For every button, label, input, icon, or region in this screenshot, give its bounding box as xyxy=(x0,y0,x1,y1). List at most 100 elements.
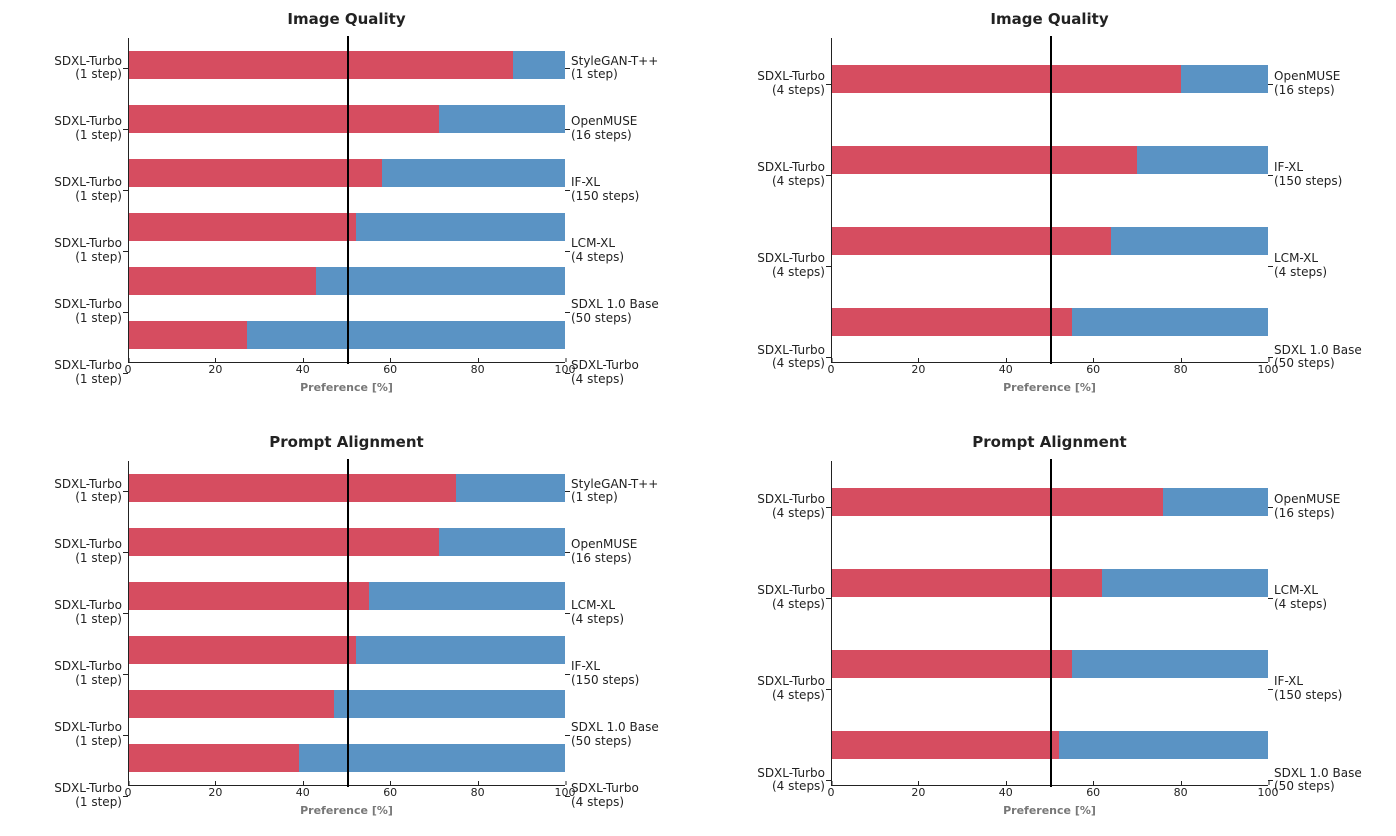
label-name: SDXL-Turbo xyxy=(757,161,825,175)
x-tick: 0 xyxy=(828,363,835,376)
bars-container xyxy=(128,38,565,363)
label-name: SDXL-Turbo xyxy=(54,298,122,312)
x-tick: 20 xyxy=(208,363,222,376)
label-name: OpenMUSE xyxy=(571,538,637,552)
left-category-label: SDXL-Turbo(4 steps) xyxy=(757,344,825,372)
bar-segment-b xyxy=(1111,227,1268,255)
x-axis: 020406080100 Preference [%] xyxy=(831,786,1268,826)
right-category-label: StyleGAN-T++(1 step) xyxy=(571,55,658,83)
label-name: IF-XL xyxy=(1274,161,1342,175)
x-ticks: 020406080100 xyxy=(831,363,1268,379)
bar-segment-b xyxy=(439,105,565,133)
left-category-label: SDXL-Turbo(4 steps) xyxy=(757,584,825,612)
bar-segment-b xyxy=(382,159,565,187)
label-name: SDXL-Turbo xyxy=(54,782,122,796)
label-name: SDXL 1.0 Base xyxy=(1274,767,1362,781)
midline xyxy=(1050,36,1052,364)
label-steps: (1 step) xyxy=(54,373,122,387)
right-category-label: SDXL 1.0 Base(50 steps) xyxy=(571,721,659,749)
midline xyxy=(347,459,349,787)
right-category-label: IF-XL(150 steps) xyxy=(1274,675,1342,703)
bars-container xyxy=(831,461,1268,786)
label-name: StyleGAN-T++ xyxy=(571,55,658,69)
x-tick: 80 xyxy=(471,786,485,799)
label-name: SDXL-Turbo xyxy=(757,252,825,266)
label-steps: (4 steps) xyxy=(757,175,825,189)
label-name: SDXL-Turbo xyxy=(54,115,122,129)
bar-segment-a xyxy=(129,690,334,718)
right-category-label: StyleGAN-T++(1 step) xyxy=(571,478,658,506)
label-name: SDXL-Turbo xyxy=(757,767,825,781)
x-tick: 60 xyxy=(1086,363,1100,376)
bars-container xyxy=(831,38,1268,363)
right-category-label: SDXL 1.0 Base(50 steps) xyxy=(1274,344,1362,372)
bar-segment-b xyxy=(456,474,565,502)
label-steps: (4 steps) xyxy=(757,84,825,98)
label-steps: (16 steps) xyxy=(1274,84,1340,98)
label-steps: (4 steps) xyxy=(571,251,624,265)
bar-segment-a xyxy=(129,744,299,772)
plot: 020406080100 Preference [%] xyxy=(831,461,1268,826)
label-steps: (150 steps) xyxy=(571,674,639,688)
label-name: SDXL-Turbo xyxy=(54,478,122,492)
right-category-label: IF-XL(150 steps) xyxy=(571,176,639,204)
label-steps: (4 steps) xyxy=(571,613,624,627)
left-category-label: SDXL-Turbo(1 step) xyxy=(54,55,122,83)
y-axis-left-labels: SDXL-Turbo(4 steps)SDXL-Turbo(4 steps)SD… xyxy=(723,38,831,403)
chart-area: SDXL-Turbo(1 step)SDXL-Turbo(1 step)SDXL… xyxy=(20,38,673,403)
right-category-label: SDXL-Turbo(4 steps) xyxy=(571,359,639,387)
label-name: SDXL 1.0 Base xyxy=(571,721,659,735)
label-steps: (1 step) xyxy=(54,312,122,326)
plot: 020406080100Preference [%] xyxy=(128,461,565,826)
label-steps: (50 steps) xyxy=(571,735,659,749)
x-ticks: 020406080100 xyxy=(831,786,1268,802)
bar-segment-b xyxy=(1072,308,1268,336)
bar-segment-b xyxy=(1102,569,1268,597)
label-steps: (4 steps) xyxy=(1274,598,1327,612)
y-axis-right-labels: OpenMUSE(16 steps)IF-XL(150 steps)LCM-XL… xyxy=(1268,38,1376,403)
label-name: SDXL-Turbo xyxy=(757,344,825,358)
y-axis-right-labels: OpenMUSE(16 steps)LCM-XL(4 steps)IF-XL(1… xyxy=(1268,461,1376,826)
x-tick: 80 xyxy=(1174,786,1188,799)
label-steps: (1 step) xyxy=(571,491,658,505)
x-tick: 20 xyxy=(911,786,925,799)
bar-segment-b xyxy=(513,51,565,79)
left-category-label: SDXL-Turbo(1 step) xyxy=(54,298,122,326)
bar-segment-b xyxy=(1072,650,1268,678)
bar-segment-a xyxy=(129,636,356,664)
right-category-label: LCM-XL(4 steps) xyxy=(571,237,624,265)
label-name: SDXL-Turbo xyxy=(54,721,122,735)
bar-segment-a xyxy=(832,731,1059,759)
x-tick: 0 xyxy=(125,786,132,799)
right-category-label: SDXL 1.0 Base(50 steps) xyxy=(571,298,659,326)
label-name: SDXL-Turbo xyxy=(54,176,122,190)
bar-segment-a xyxy=(832,227,1111,255)
y-axis-right-labels: StyleGAN-T++(1 step)OpenMUSE(16 steps)IF… xyxy=(565,38,673,403)
label-steps: (50 steps) xyxy=(571,312,659,326)
x-axis: 020406080100Preference [%] xyxy=(128,786,565,826)
label-name: SDXL-Turbo xyxy=(54,55,122,69)
bar-segment-b xyxy=(356,636,565,664)
left-category-label: SDXL-Turbo(1 step) xyxy=(54,237,122,265)
x-axis: 020406080100Preference [%] xyxy=(128,363,565,403)
x-tick: 0 xyxy=(125,363,132,376)
bar-segment-a xyxy=(832,308,1072,336)
label-name: IF-XL xyxy=(1274,675,1342,689)
bar-segment-b xyxy=(247,321,565,349)
bar-segment-a xyxy=(129,51,513,79)
bar-segment-b xyxy=(334,690,565,718)
left-category-label: SDXL-Turbo(1 step) xyxy=(54,478,122,506)
bar-segment-a xyxy=(832,146,1137,174)
bar-segment-a xyxy=(832,65,1181,93)
label-steps: (4 steps) xyxy=(571,373,639,387)
label-name: SDXL-Turbo xyxy=(571,359,639,373)
right-category-label: SDXL-Turbo(4 steps) xyxy=(571,782,639,810)
right-category-label: IF-XL(150 steps) xyxy=(571,660,639,688)
bar-segment-b xyxy=(299,744,565,772)
y-axis-right-labels: StyleGAN-T++(1 step)OpenMUSE(16 steps)LC… xyxy=(565,461,673,826)
x-axis-label: Preference [%] xyxy=(831,804,1268,817)
label-steps: (1 step) xyxy=(54,491,122,505)
panel-top-left: Image QualitySDXL-Turbo(1 step)SDXL-Turb… xyxy=(20,10,673,403)
right-category-label: OpenMUSE(16 steps) xyxy=(1274,493,1340,521)
label-steps: (50 steps) xyxy=(1274,780,1362,794)
